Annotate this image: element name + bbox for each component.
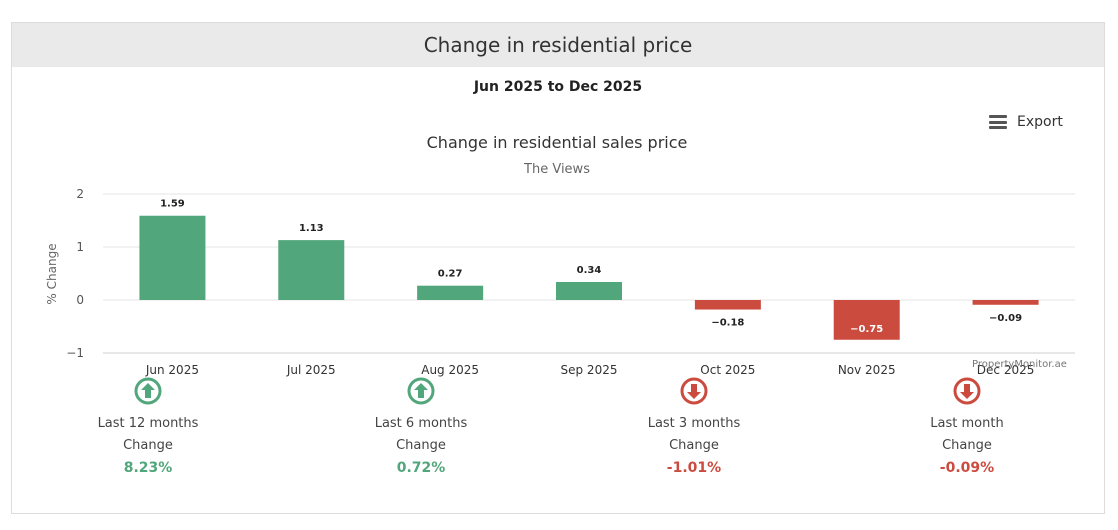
- bar: [556, 281, 622, 300]
- stat-block: Last 3 months Change -1.01%: [594, 377, 794, 479]
- stat-caption: Change: [669, 438, 719, 453]
- card-header-title: Change in residential price: [12, 23, 1104, 67]
- y-tick-label: 2: [76, 187, 84, 201]
- arrow-down-circle-icon: [680, 377, 708, 405]
- x-tick-label: Jun 2025: [145, 363, 199, 377]
- bar: [417, 285, 484, 300]
- arrow-up-circle-icon: [134, 377, 162, 405]
- x-tick-label: Dec 2025: [977, 363, 1035, 377]
- chart-title: Change in residential sales price: [427, 133, 688, 152]
- bar: [278, 240, 345, 300]
- bar: [972, 300, 1039, 305]
- bar: [694, 300, 761, 310]
- data-label: 0.34: [577, 265, 602, 276]
- bar-chart: Change in residential sales price The Vi…: [45, 133, 1075, 377]
- menu-icon: [989, 115, 1007, 129]
- data-label: −0.18: [711, 318, 744, 329]
- data-label: 1.59: [160, 199, 185, 210]
- export-label: Export: [1017, 114, 1063, 130]
- y-axis-title: % Change: [45, 243, 59, 304]
- stat-period: Last month: [930, 416, 1004, 431]
- data-label: 1.13: [299, 223, 324, 234]
- y-tick-label: 1: [76, 240, 84, 254]
- stat-block: Last 6 months Change 0.72%: [321, 377, 521, 479]
- date-range: Jun 2025 to Dec 2025: [473, 79, 643, 95]
- arrow-down-circle-icon: [953, 377, 981, 405]
- bar: [833, 300, 900, 340]
- stat-period: Last 3 months: [647, 416, 741, 431]
- x-tick-label: Sep 2025: [561, 363, 618, 377]
- stat-caption: Change: [123, 438, 173, 453]
- x-tick-label: Oct 2025: [700, 363, 755, 377]
- y-tick-label: −1: [66, 346, 84, 360]
- stat-block: Last 12 months Change 8.23%: [48, 377, 248, 479]
- export-button[interactable]: Export: [989, 114, 1063, 130]
- stat-value: 8.23%: [123, 460, 173, 476]
- x-tick-label: Nov 2025: [838, 363, 896, 377]
- x-tick-label: Aug 2025: [421, 363, 479, 377]
- stat-period: Last 12 months: [97, 416, 199, 431]
- stat-value: 0.72%: [396, 460, 446, 476]
- stat-caption: Change: [396, 438, 446, 453]
- x-tick-label: Jul 2025: [286, 363, 336, 377]
- bar: [139, 215, 206, 300]
- arrow-up-circle-icon: [407, 377, 435, 405]
- credit-link[interactable]: PropertyMonitor.ae: [972, 359, 1067, 370]
- stat-block: Last month Change -0.09%: [867, 377, 1067, 479]
- stat-value: -1.01%: [666, 460, 722, 476]
- stat-caption: Change: [942, 438, 992, 453]
- y-tick-label: 0: [76, 293, 84, 307]
- chart-subtitle: The Views: [523, 162, 590, 177]
- data-label: 0.27: [438, 269, 463, 280]
- data-label: −0.75: [850, 324, 883, 335]
- data-label: −0.09: [989, 313, 1022, 324]
- stat-value: -0.09%: [939, 460, 995, 476]
- stat-period: Last 6 months: [374, 416, 468, 431]
